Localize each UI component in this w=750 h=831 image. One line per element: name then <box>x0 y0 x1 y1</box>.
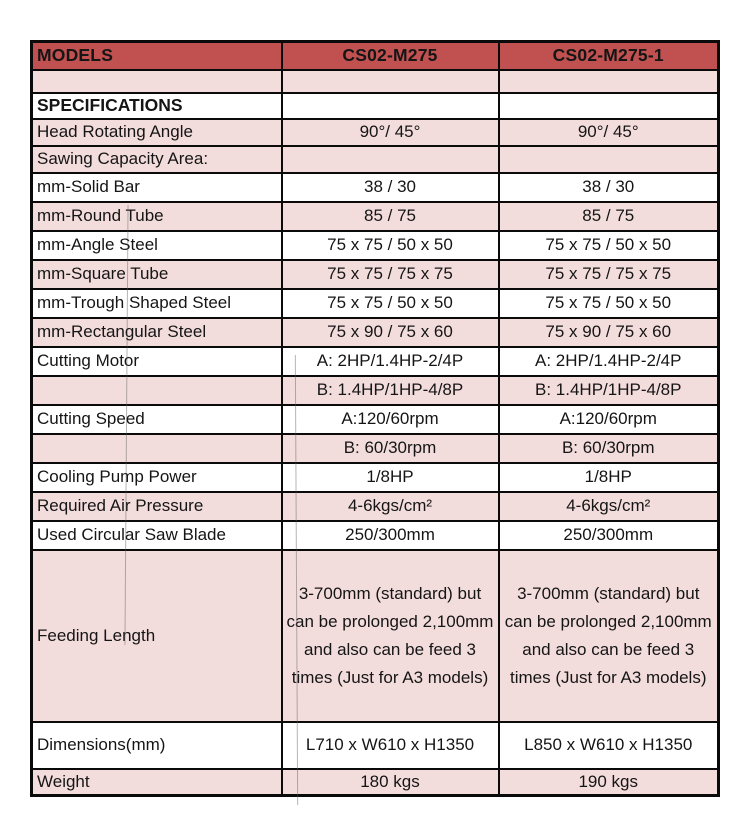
table-row-square-tube: mm-Square Tube 75 x 75 / 75 x 75 75 x 75 /… <box>30 258 720 290</box>
table-row-trough-shaped-steel: mm-Trough Shaped Steel 75 x 75 / 50 x 50 7… <box>30 287 720 319</box>
row-value-col2-cutting-speed-a: A:120/60rpm <box>497 403 720 435</box>
spec-table: MODELS CS02-M275 CS02-M275-1 SPECIFICATI… <box>30 40 720 797</box>
row-label-required-air-pressure: Required Air Pressure <box>30 490 283 522</box>
row-label-cutting-speed-b <box>30 432 283 464</box>
row-value-col1-empty-row <box>280 68 500 94</box>
row-value-col2-dimensions: L850 x W610 x H1350 <box>497 720 720 770</box>
row-label-cooling-pump-power: Cooling Pump Power <box>30 461 283 493</box>
table-row-rectangular-steel: mm-Rectangular Steel 75 x 90 / 75 x 60 75 … <box>30 316 720 348</box>
table-row-dimensions: Dimensions(mm) L710 x W610 x H1350 L850 x … <box>30 720 720 770</box>
header-cell-models: MODELS <box>30 40 283 71</box>
row-value-col2-cooling-pump-power: 1/8HP <box>497 461 720 493</box>
row-value-col1-dimensions: L710 x W610 x H1350 <box>280 720 500 770</box>
row-value-col2-cutting-motor-a: A: 2HP/1.4HP-2/4P <box>497 345 720 377</box>
table-row-feeding-length: Feeding Length 3-700mm (standard) but can… <box>30 548 720 723</box>
row-value-col2-round-tube: 85 / 75 <box>497 200 720 232</box>
row-value-col1-cutting-speed-a: A:120/60rpm <box>280 403 500 435</box>
row-value-col1-square-tube: 75 x 75 / 75 x 75 <box>280 258 500 290</box>
row-value-col2-solid-bar: 38 / 30 <box>497 171 720 203</box>
table-row-head-rotating-angle: Head Rotating Angle 90°/ 45° 90°/ 45° <box>30 117 720 147</box>
row-value-col2-cutting-motor-b: B: 1.4HP/1HP-4/8P <box>497 374 720 406</box>
row-value-col2-specifications <box>497 91 720 120</box>
table-row-empty-row <box>30 68 720 94</box>
row-label-specifications: SPECIFICATIONS <box>30 91 283 120</box>
table-row-used-circular-saw-blade: Used Circular Saw Blade 250/300mm 250/300m… <box>30 519 720 551</box>
row-value-col1-specifications <box>280 91 500 120</box>
row-value-col1-head-rotating-angle: 90°/ 45° <box>280 117 500 147</box>
table-row-cooling-pump-power: Cooling Pump Power 1/8HP 1/8HP <box>30 461 720 493</box>
row-value-col2-angle-steel: 75 x 75 / 50 x 50 <box>497 229 720 261</box>
row-label-square-tube: mm-Square Tube <box>30 258 283 290</box>
row-label-rectangular-steel: mm-Rectangular Steel <box>30 316 283 348</box>
table-row-weight: Weight 180 kgs 190 kgs <box>30 767 720 797</box>
row-label-used-circular-saw-blade: Used Circular Saw Blade <box>30 519 283 551</box>
table-row-round-tube: mm-Round Tube 85 / 75 85 / 75 <box>30 200 720 232</box>
table-row-angle-steel: mm-Angle Steel 75 x 75 / 50 x 50 75 x 75 /… <box>30 229 720 261</box>
row-value-col2-feeding-length: 3-700mm (standard) but can be prolonged … <box>497 548 720 723</box>
row-value-col2-cutting-speed-b: B: 60/30rpm <box>497 432 720 464</box>
row-value-col1-weight: 180 kgs <box>280 767 500 797</box>
table-header-row: MODELS CS02-M275 CS02-M275-1 <box>30 40 720 71</box>
row-value-col1-required-air-pressure: 4-6kgs/cm² <box>280 490 500 522</box>
row-value-col1-rectangular-steel: 75 x 90 / 75 x 60 <box>280 316 500 348</box>
row-label-cutting-motor-a: Cutting Motor <box>30 345 283 377</box>
table-row-required-air-pressure: Required Air Pressure 4-6kgs/cm² 4-6kgs/cm… <box>30 490 720 522</box>
row-value-col1-angle-steel: 75 x 75 / 50 x 50 <box>280 229 500 261</box>
table-row-cutting-speed-b: B: 60/30rpm B: 60/30rpm <box>30 432 720 464</box>
row-value-col1-cutting-speed-b: B: 60/30rpm <box>280 432 500 464</box>
row-value-col2-trough-shaped-steel: 75 x 75 / 50 x 50 <box>497 287 720 319</box>
row-value-col1-cutting-motor-b: B: 1.4HP/1HP-4/8P <box>280 374 500 406</box>
row-label-dimensions: Dimensions(mm) <box>30 720 283 770</box>
row-value-col2-empty-row <box>497 68 720 94</box>
row-value-col2-used-circular-saw-blade: 250/300mm <box>497 519 720 551</box>
row-label-sawing-capacity-area: Sawing Capacity Area: <box>30 144 283 174</box>
row-label-feeding-length: Feeding Length <box>30 548 283 723</box>
row-label-empty-row <box>30 68 283 94</box>
row-value-col1-sawing-capacity-area <box>280 144 500 174</box>
table-row-solid-bar: mm-Solid Bar 38 / 30 38 / 30 <box>30 171 720 203</box>
row-value-col2-sawing-capacity-area <box>497 144 720 174</box>
row-value-col1-used-circular-saw-blade: 250/300mm <box>280 519 500 551</box>
table-row-specifications: SPECIFICATIONS <box>30 91 720 120</box>
row-label-cutting-motor-b <box>30 374 283 406</box>
row-value-col1-cooling-pump-power: 1/8HP <box>280 461 500 493</box>
table-body: SPECIFICATIONS Head Rotating Angle 90°/ 45… <box>30 68 720 797</box>
row-label-trough-shaped-steel: mm-Trough Shaped Steel <box>30 287 283 319</box>
row-value-col2-square-tube: 75 x 75 / 75 x 75 <box>497 258 720 290</box>
row-value-col2-rectangular-steel: 75 x 90 / 75 x 60 <box>497 316 720 348</box>
table-row-cutting-motor-b: B: 1.4HP/1HP-4/8P B: 1.4HP/1HP-4/8P <box>30 374 720 406</box>
row-value-col1-cutting-motor-a: A: 2HP/1.4HP-2/4P <box>280 345 500 377</box>
row-label-angle-steel: mm-Angle Steel <box>30 229 283 261</box>
row-value-col2-head-rotating-angle: 90°/ 45° <box>497 117 720 147</box>
table-row-cutting-speed-a: Cutting Speed A:120/60rpm A:120/60rpm <box>30 403 720 435</box>
row-value-col2-required-air-pressure: 4-6kgs/cm² <box>497 490 720 522</box>
row-label-head-rotating-angle: Head Rotating Angle <box>30 117 283 147</box>
row-value-col1-round-tube: 85 / 75 <box>280 200 500 232</box>
row-value-col1-trough-shaped-steel: 75 x 75 / 50 x 50 <box>280 287 500 319</box>
row-label-cutting-speed-a: Cutting Speed <box>30 403 283 435</box>
row-value-col2-weight: 190 kgs <box>497 767 720 797</box>
header-cell-model-2: CS02-M275-1 <box>497 40 720 71</box>
row-value-col1-feeding-length: 3-700mm (standard) but can be prolonged … <box>280 548 500 723</box>
table-row-cutting-motor-a: Cutting Motor A: 2HP/1.4HP-2/4P A: 2HP/1.4… <box>30 345 720 377</box>
table-header: MODELS CS02-M275 CS02-M275-1 <box>30 40 720 71</box>
header-cell-model-1: CS02-M275 <box>280 40 500 71</box>
row-label-solid-bar: mm-Solid Bar <box>30 171 283 203</box>
row-label-round-tube: mm-Round Tube <box>30 200 283 232</box>
row-value-col1-solid-bar: 38 / 30 <box>280 171 500 203</box>
row-label-weight: Weight <box>30 767 283 797</box>
table-row-sawing-capacity-area: Sawing Capacity Area: <box>30 144 720 174</box>
